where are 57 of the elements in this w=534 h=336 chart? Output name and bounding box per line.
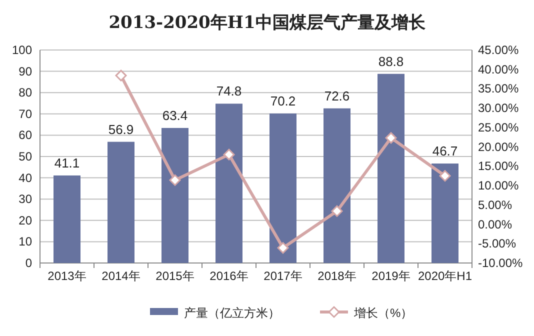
y2-tick-label: 30.00% (478, 101, 520, 116)
x-tick-label: 2017年 (264, 269, 302, 283)
y2-tick-label: 20.00% (478, 140, 520, 154)
data-label: 56.9 (108, 122, 134, 137)
y2-tick-label: 40.00% (478, 62, 520, 76)
y2-tick-label: -5.00% (478, 236, 516, 251)
point (223, 148, 235, 160)
y2-tick-label: 15.00% (478, 159, 520, 174)
point (385, 132, 397, 144)
x-tick-label: 2014年 (102, 269, 140, 283)
legend-label: 产量（亿立方米） (184, 306, 280, 320)
data-label: 74.8 (216, 84, 242, 99)
bar (216, 104, 242, 263)
bar (270, 113, 296, 263)
y-tick-label: 70 (18, 106, 32, 121)
y2-tick-label: -10.00% (478, 256, 524, 270)
x-tick-label: 2019年 (372, 269, 410, 283)
bar (108, 142, 134, 263)
point (115, 70, 127, 82)
data-label: 41.1 (54, 155, 80, 170)
x-tick-label: 2016年 (210, 269, 248, 283)
data-label: 63.4 (162, 108, 188, 123)
data-label: 70.2 (270, 93, 296, 108)
y-tick-label: 80 (18, 86, 32, 100)
y2-tick-label: 5.00% (478, 198, 512, 212)
y2-tick-label: 0.00% (478, 217, 512, 232)
x-tick-label: 2013年 (48, 269, 86, 283)
bar (378, 74, 404, 263)
data-label: 46.7 (432, 144, 458, 159)
y-tick-label: 20 (18, 213, 32, 228)
point (439, 170, 451, 182)
legend-label: 增长（%） (353, 306, 413, 320)
y2-tick-label: 35.00% (478, 82, 520, 96)
x-tick-label: 2018年 (318, 269, 356, 283)
data-label: 72.6 (324, 88, 350, 104)
bar (162, 128, 188, 263)
bar (54, 175, 80, 263)
bar (324, 108, 350, 263)
y-tick-label: 40 (18, 170, 32, 185)
y-tick-label: 0 (25, 256, 32, 270)
y-tick-label: 30 (18, 192, 32, 206)
x-tick-label: 2020年H1 (418, 269, 472, 283)
y-tick-label: 60 (18, 128, 32, 142)
y2-tick-label: 45.00% (478, 43, 520, 57)
chart-title: 2013-2020年H1中国煤层气产量及增长 (108, 13, 426, 33)
point (331, 205, 343, 217)
point (277, 242, 289, 254)
y-tick-label: 90 (18, 64, 32, 78)
data-label: 88.8 (378, 54, 404, 69)
y-tick-label: 100 (12, 43, 32, 57)
y2-tick-label: 10.00% (478, 178, 520, 193)
y-tick-label: 10 (18, 234, 32, 249)
bar (432, 164, 458, 263)
y2-tick-label: 25.00% (478, 120, 520, 134)
x-tick-label: 2015年 (156, 269, 194, 283)
y-tick-label: 50 (18, 150, 32, 164)
point (169, 174, 181, 186)
